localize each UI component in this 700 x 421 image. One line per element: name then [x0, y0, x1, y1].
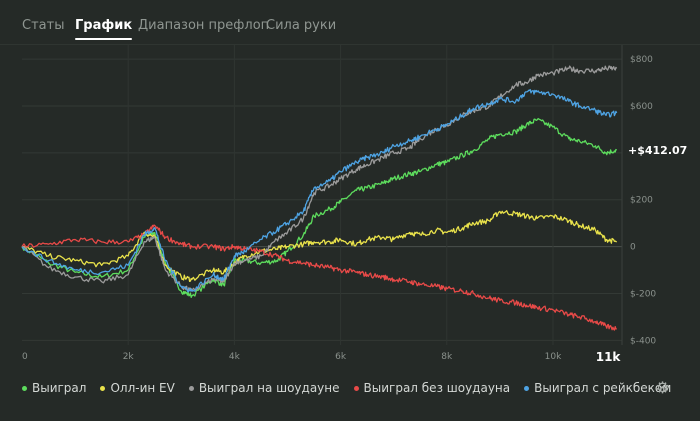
chart-labels: +$412.07	[628, 144, 687, 157]
legend-dot	[188, 385, 194, 391]
series-line-0	[21, 117, 617, 299]
legend-label: Выиграл на шоудауне	[198, 381, 340, 395]
x-tick-label: 10k	[545, 352, 562, 362]
legend-dot	[100, 385, 106, 391]
legend-item-won[interactable]: Выиграл	[22, 381, 86, 395]
chart-series	[21, 65, 618, 331]
y-tick-label: $600	[630, 102, 653, 112]
series-line-3	[21, 224, 617, 331]
chart-legend: Выиграл Олл-ин EV Выиграл на шоудауне Вы…	[22, 380, 671, 396]
tab-hand-strength[interactable]: Сила руки	[266, 18, 337, 33]
legend-dot	[524, 385, 530, 391]
series-line-1	[21, 210, 617, 283]
tab-stats[interactable]: Статы	[22, 18, 65, 33]
y-tick-label: $-200	[630, 289, 656, 299]
x-tick-label: 4k	[229, 352, 241, 362]
legend-label: Выиграл без шоудауна	[363, 381, 511, 395]
y-tick-label: $200	[630, 196, 653, 206]
tab-graph[interactable]: График	[75, 18, 133, 40]
series-line-4	[21, 88, 618, 293]
x-tick-label: 11k	[596, 350, 622, 364]
y-tick-label: $800	[630, 55, 653, 65]
tab-preflop-range[interactable]: Диапазон префлоп	[138, 18, 270, 33]
legend-label: Олл-ин EV	[110, 381, 175, 395]
legend-label: Выиграл с рейкбеком	[534, 381, 672, 395]
chart-grid	[22, 45, 622, 345]
profit-chart: 0 2k 4k 6k 8k 10k 11k $800 $600 $200 0 $-200 $-400 +…	[21, 45, 687, 364]
legend-item-non-showdown[interactable]: Выиграл без шоудауна	[353, 381, 511, 395]
x-tick-label: 8k	[441, 352, 453, 362]
legend-dot	[353, 385, 359, 391]
gear-icon[interactable]: ⚙	[655, 378, 670, 397]
y-tick-label: $-400	[630, 336, 656, 346]
tab-bar: Статы График Диапазон префлоп Сила руки	[0, 0, 700, 40]
legend-item-rakeback[interactable]: Выиграл с рейкбеком	[524, 381, 671, 395]
end-value-label: +$412.07	[628, 144, 687, 157]
y-tick-label: 0	[630, 243, 636, 253]
series-line-2	[21, 65, 618, 292]
legend-dot	[22, 385, 27, 391]
legend-item-showdown[interactable]: Выиграл на шоудауне	[188, 381, 340, 395]
x-tick-label: 6k	[335, 352, 347, 362]
x-tick-label: 2k	[123, 352, 135, 362]
legend-label: Выиграл	[32, 381, 87, 395]
tab-divider	[0, 44, 700, 45]
legend-item-allin-ev[interactable]: Олл-ин EV	[100, 381, 175, 395]
x-tick-label: 0	[22, 352, 28, 362]
chart-axes: 0 2k 4k 6k 8k 10k 11k $800 $600 $200 0 $-200 $-400	[22, 45, 656, 364]
